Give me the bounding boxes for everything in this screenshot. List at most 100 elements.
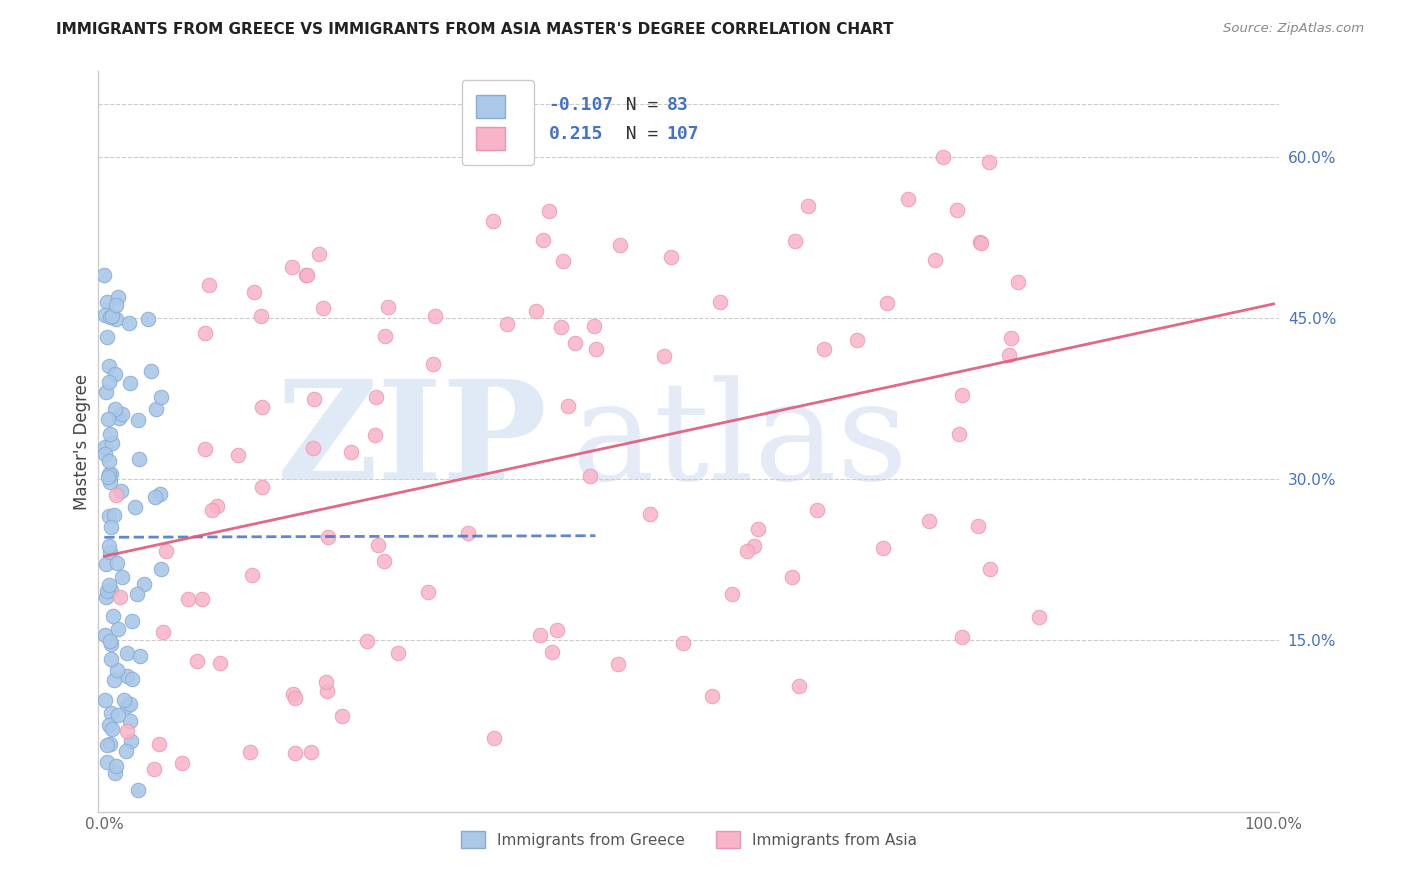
- Point: [96, 755, 118, 769]
- Point: [103, 673, 125, 687]
- Point: [797, 199, 820, 213]
- Text: N =: N =: [605, 95, 669, 113]
- Point: [94, 628, 117, 642]
- Point: [550, 319, 572, 334]
- Point: [143, 762, 166, 776]
- Point: [120, 734, 142, 748]
- Point: [897, 192, 920, 206]
- Text: Source: ZipAtlas.com: Source: ZipAtlas.com: [1223, 22, 1364, 36]
- Point: [104, 766, 127, 780]
- Point: [107, 290, 129, 304]
- Point: [1000, 331, 1022, 345]
- Point: [295, 268, 318, 283]
- Point: [977, 154, 1000, 169]
- Point: [149, 486, 172, 500]
- Point: [97, 578, 120, 592]
- Point: [120, 714, 142, 728]
- Point: [121, 614, 143, 628]
- Point: [98, 475, 121, 489]
- Point: [540, 645, 562, 659]
- Point: [787, 679, 810, 693]
- Point: [128, 451, 150, 466]
- Point: [170, 756, 193, 770]
- Point: [340, 444, 363, 458]
- Point: [239, 745, 262, 759]
- Point: [200, 502, 222, 516]
- Point: [721, 587, 744, 601]
- Point: [125, 587, 148, 601]
- Point: [129, 649, 152, 664]
- Point: [579, 468, 602, 483]
- Point: [145, 402, 167, 417]
- Text: N =: N =: [605, 125, 669, 143]
- Point: [127, 783, 149, 797]
- Point: [110, 484, 132, 499]
- Point: [638, 507, 661, 521]
- Point: [948, 427, 970, 442]
- Point: [529, 628, 551, 642]
- Point: [747, 522, 769, 536]
- Point: [551, 254, 574, 268]
- Point: [97, 454, 120, 468]
- Point: [208, 656, 231, 670]
- Point: [226, 449, 249, 463]
- Point: [124, 500, 146, 515]
- Point: [304, 392, 326, 407]
- Point: [186, 654, 208, 668]
- Point: [98, 633, 121, 648]
- Point: [457, 526, 479, 541]
- Point: [876, 296, 898, 310]
- Point: [302, 441, 325, 455]
- Point: [659, 250, 682, 264]
- Point: [98, 737, 121, 751]
- Point: [482, 214, 505, 228]
- Point: [946, 203, 969, 218]
- Point: [374, 329, 396, 343]
- Point: [284, 690, 307, 705]
- Point: [100, 706, 122, 721]
- Point: [101, 608, 124, 623]
- Point: [100, 520, 122, 534]
- Point: [105, 297, 128, 311]
- Point: [735, 544, 758, 558]
- Point: [155, 543, 177, 558]
- Point: [104, 759, 127, 773]
- Point: [283, 687, 305, 701]
- Point: [98, 718, 121, 732]
- Point: [1028, 609, 1050, 624]
- Point: [194, 326, 217, 340]
- Point: [564, 335, 586, 350]
- Point: [150, 562, 173, 576]
- Point: [423, 309, 446, 323]
- Point: [1007, 275, 1029, 289]
- Point: [118, 316, 141, 330]
- Point: [96, 385, 118, 400]
- Point: [377, 300, 399, 314]
- Point: [115, 744, 138, 758]
- Point: [250, 309, 273, 323]
- Point: [98, 359, 121, 374]
- Point: [105, 488, 128, 502]
- Text: ZIP: ZIP: [277, 375, 547, 508]
- Point: [308, 247, 330, 261]
- Point: [97, 376, 120, 390]
- Point: [100, 651, 122, 665]
- Text: atlas: atlas: [571, 375, 908, 508]
- Point: [96, 295, 118, 310]
- Point: [132, 577, 155, 591]
- Point: [546, 623, 568, 637]
- Point: [284, 747, 307, 761]
- Point: [557, 399, 579, 413]
- Point: [136, 312, 159, 326]
- Text: 83: 83: [666, 95, 689, 113]
- Point: [97, 412, 120, 426]
- Point: [127, 413, 149, 427]
- Text: 107: 107: [666, 125, 699, 143]
- Point: [482, 731, 505, 746]
- Point: [98, 427, 121, 442]
- Y-axis label: Master's Degree: Master's Degree: [73, 374, 91, 509]
- Point: [197, 278, 219, 293]
- Point: [609, 237, 631, 252]
- Point: [281, 260, 304, 275]
- Point: [387, 646, 409, 660]
